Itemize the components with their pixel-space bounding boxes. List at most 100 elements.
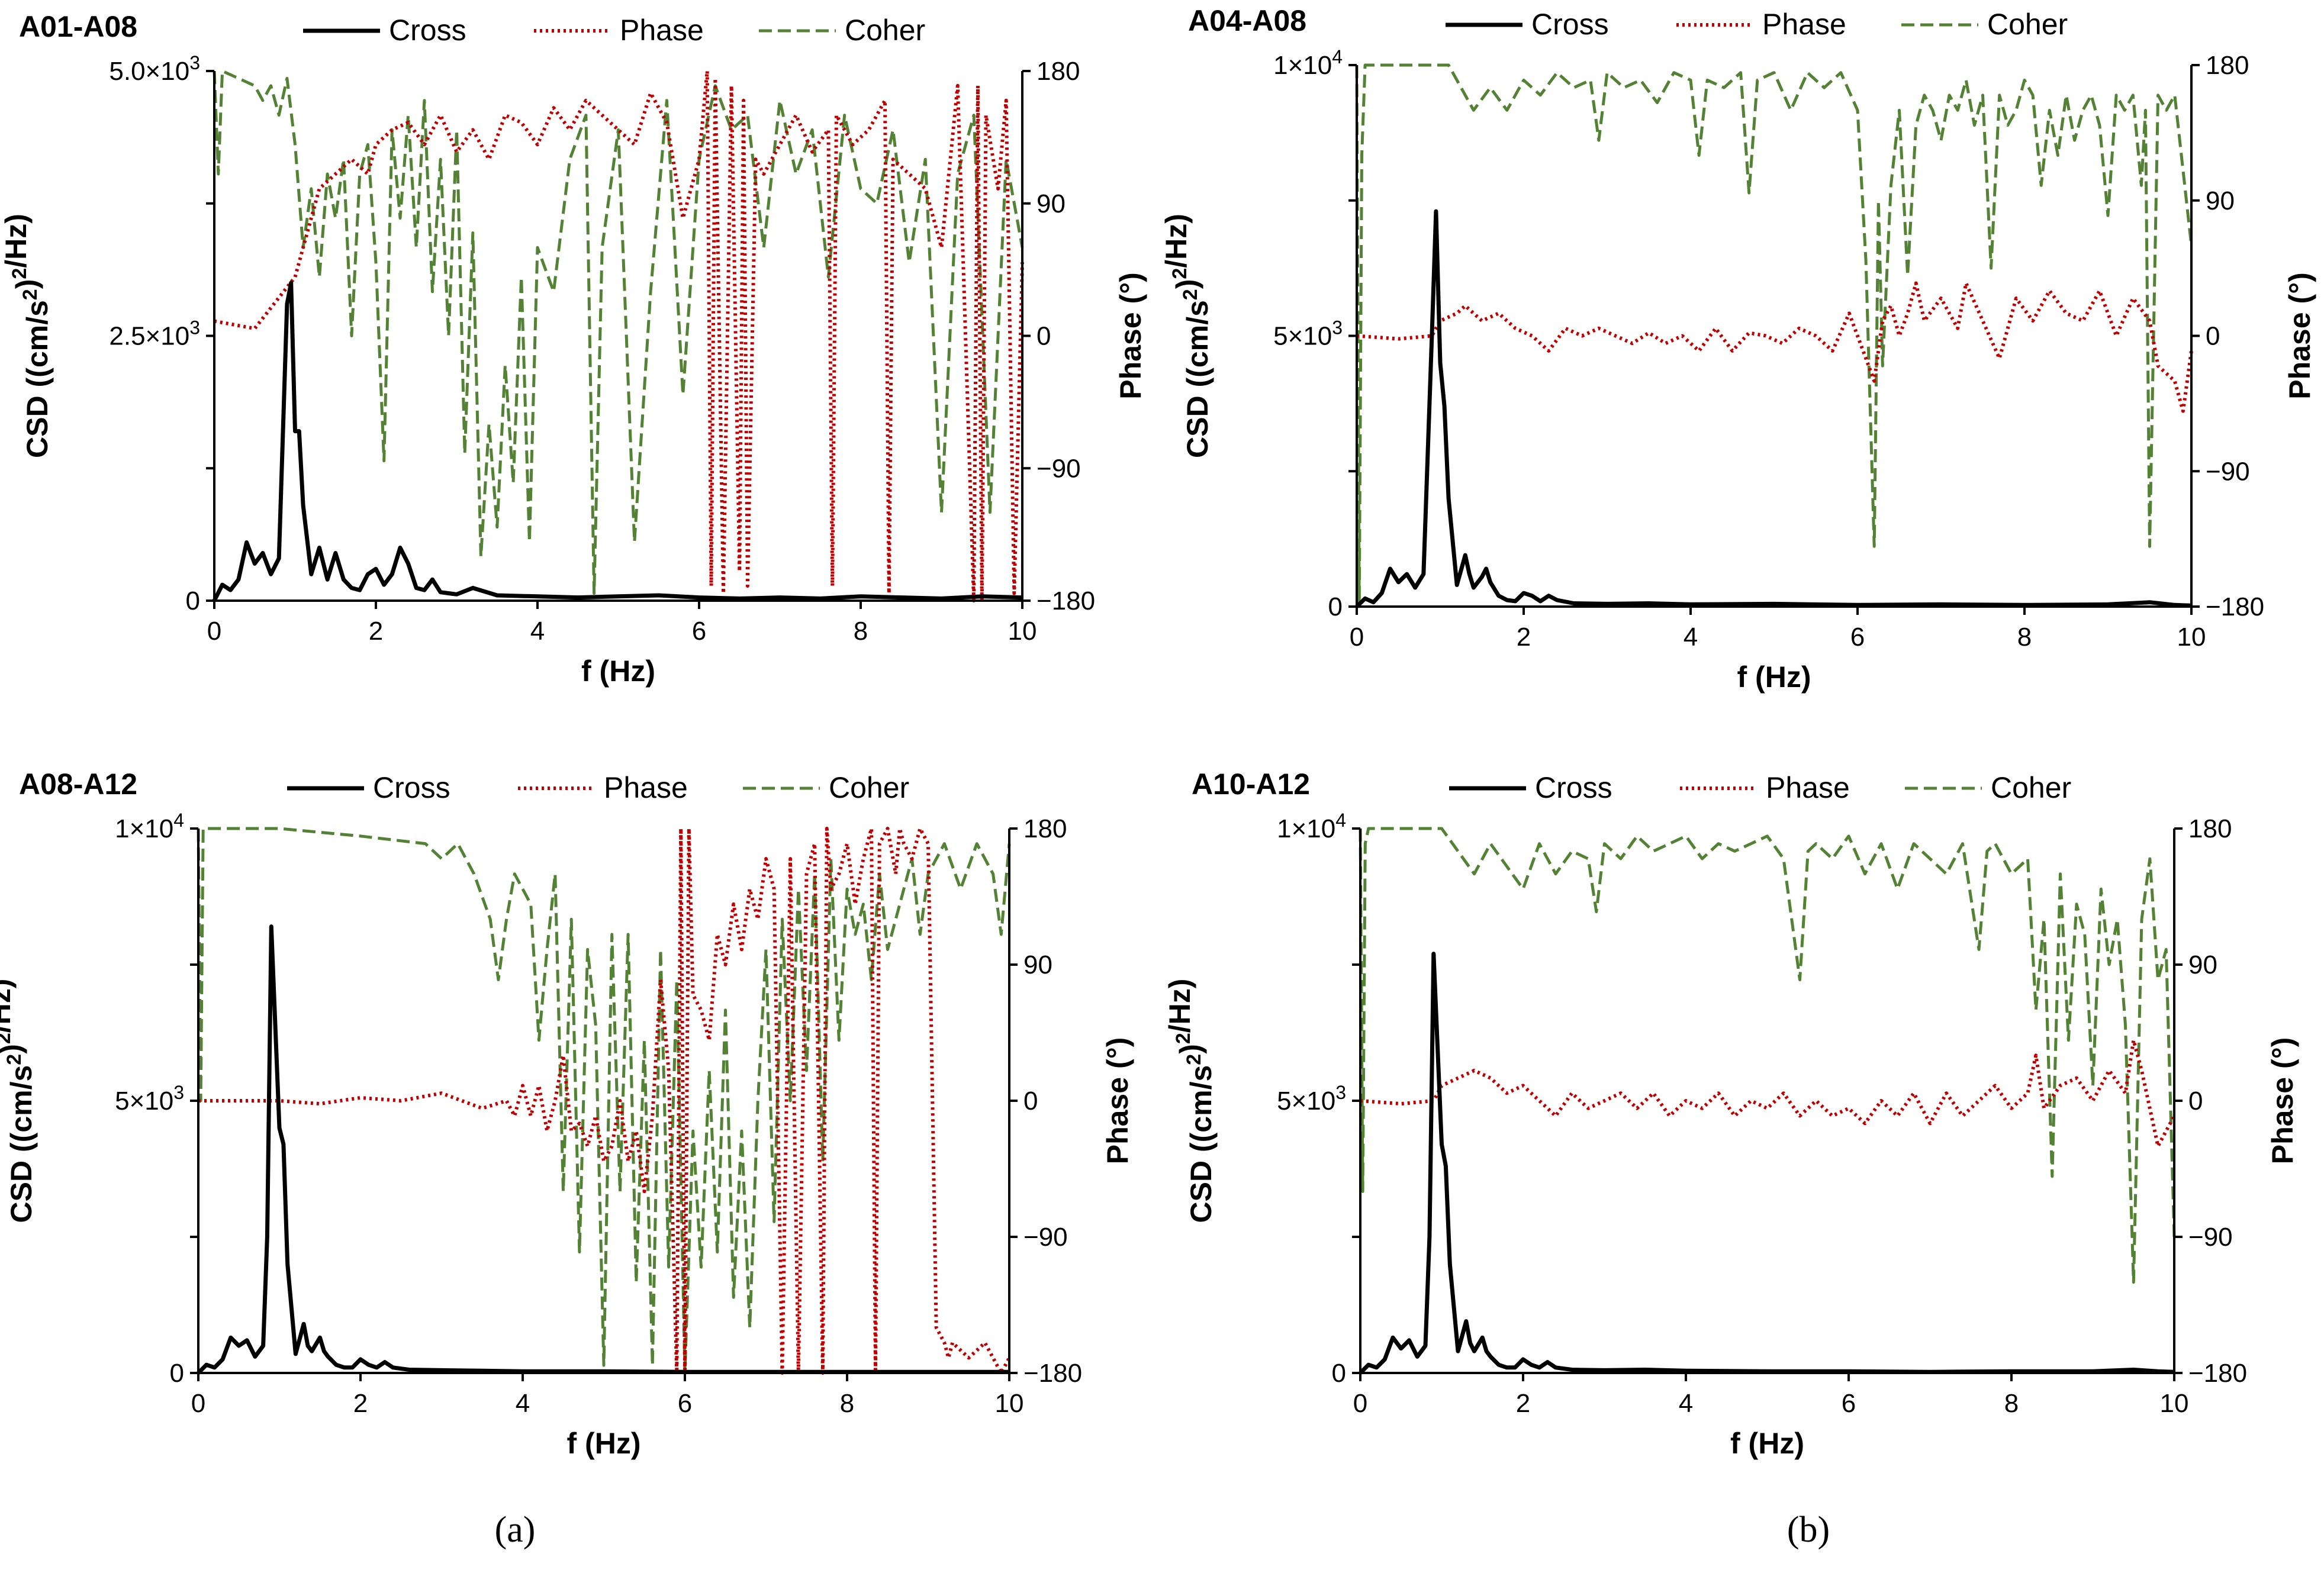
legend-label-phase: Phase bbox=[620, 14, 704, 47]
y-tick-label: 0 bbox=[170, 1359, 184, 1388]
series-cross-line bbox=[197, 924, 1009, 1375]
y2-tick-label: −180 bbox=[2206, 592, 2264, 621]
chart-panel-1: 0 2 4 6 8 10 0 2.5×103 5.0×103 180 90 0 −90 −180 A01-A… bbox=[0, 10, 1147, 688]
series-coher-line bbox=[213, 69, 1024, 595]
legend-label-coher: Coher bbox=[829, 771, 909, 804]
x-tick-label: 4 bbox=[1684, 623, 1698, 652]
y2-tick-label: −180 bbox=[1037, 586, 1095, 615]
series-phase-line bbox=[1360, 1038, 2176, 1148]
y2-tick-label: 90 bbox=[2206, 186, 2235, 215]
y-axis-label: CSD ((cm/s2)2/Hz) bbox=[1163, 979, 1218, 1223]
legend-label-cross: Cross bbox=[389, 14, 466, 47]
y-tick-label: 5×103 bbox=[1273, 317, 1343, 351]
x-tick-label: 6 bbox=[1850, 623, 1865, 652]
y-tick-label: 5×103 bbox=[1277, 1082, 1346, 1116]
y2-tick-label: 180 bbox=[1023, 814, 1067, 843]
y-axis-label: CSD ((cm/s2)2/Hz) bbox=[0, 214, 54, 458]
series-phase-line bbox=[198, 827, 1011, 1375]
legend-label-cross: Cross bbox=[373, 771, 450, 804]
y2-tick-label: 180 bbox=[2206, 51, 2249, 80]
y-tick-label: 0 bbox=[186, 586, 200, 615]
y-tick-label: 2.5×103 bbox=[109, 317, 200, 351]
y2-tick-label: 180 bbox=[2188, 814, 2232, 843]
x-tick-label: 10 bbox=[2177, 623, 2206, 652]
y-tick-label: 1×104 bbox=[1273, 46, 1343, 80]
legend-label-coher: Coher bbox=[1991, 771, 2071, 804]
x-tick-label: 0 bbox=[207, 617, 221, 646]
y2-tick-label: 0 bbox=[2188, 1087, 2203, 1116]
x-tick-label: 4 bbox=[1679, 1389, 1693, 1418]
x-tick-label: 6 bbox=[692, 617, 706, 646]
legend-label-coher: Coher bbox=[845, 14, 925, 47]
caption-a: (a) bbox=[495, 1510, 536, 1550]
series-cross-line bbox=[1359, 952, 2175, 1375]
x-tick-label: 8 bbox=[2017, 623, 2032, 652]
y-tick-label: 5.0×103 bbox=[109, 52, 200, 86]
x-tick-label: 10 bbox=[995, 1389, 1024, 1418]
chart-panel-4: 0 2 4 6 8 10 0 5×103 1×104 180 90 0 −90 −180 A10-A12 f … bbox=[1163, 768, 2299, 1460]
panel-title: A08-A12 bbox=[19, 768, 137, 801]
y-tick-label: 0 bbox=[1332, 1359, 1346, 1388]
caption-b: (b) bbox=[1787, 1510, 1830, 1550]
legend-label-phase: Phase bbox=[1762, 8, 1846, 41]
y2-tick-label: 90 bbox=[1023, 950, 1052, 979]
x-tick-label: 2 bbox=[369, 617, 383, 646]
x-tick-label: 0 bbox=[1350, 623, 1364, 652]
legend: Cross Phase Coher bbox=[1449, 771, 2071, 804]
legend-label-cross: Cross bbox=[1531, 8, 1609, 41]
legend-label-cross: Cross bbox=[1535, 771, 1612, 804]
x-axis-label: f (Hz) bbox=[1730, 1427, 1804, 1460]
chart-panel-3: 0 2 4 6 8 10 0 5×103 1×104 180 90 0 −90 −180 A08-A12 f … bbox=[0, 768, 1134, 1460]
series-phase-line bbox=[1356, 281, 2193, 413]
y2-tick-label: 180 bbox=[1037, 57, 1080, 86]
legend-label-phase: Phase bbox=[1766, 771, 1850, 804]
x-axis-label: f (Hz) bbox=[567, 1427, 641, 1460]
y-tick-label: 5×103 bbox=[115, 1082, 184, 1116]
legend: Cross Phase Coher bbox=[1446, 8, 2068, 41]
y2-tick-label: 0 bbox=[2206, 322, 2220, 351]
x-axis-label: f (Hz) bbox=[581, 655, 655, 688]
x-tick-label: 6 bbox=[678, 1389, 692, 1418]
x-tick-label: 2 bbox=[1516, 1389, 1530, 1418]
y2-axis-label: Phase (°) bbox=[2266, 1037, 2299, 1165]
y-axis-label: CSD ((cm/s2)2/Hz) bbox=[1160, 214, 1214, 458]
x-tick-label: 4 bbox=[530, 617, 545, 646]
x-axis-label: f (Hz) bbox=[1737, 660, 1811, 694]
y2-axis-label: Phase (°) bbox=[1101, 1037, 1134, 1165]
y2-tick-label: −180 bbox=[1023, 1359, 1082, 1388]
panel-title: A04-A08 bbox=[1188, 4, 1306, 37]
series-cross-line bbox=[212, 281, 1023, 602]
y-tick-label: 1×104 bbox=[115, 810, 184, 843]
y2-tick-label: 0 bbox=[1037, 322, 1051, 351]
y2-axis-label: Phase (°) bbox=[1114, 272, 1147, 399]
y2-tick-label: 90 bbox=[1037, 189, 1066, 218]
y2-tick-label: −90 bbox=[2206, 457, 2250, 486]
legend-label-coher: Coher bbox=[1987, 8, 2068, 41]
x-tick-label: 0 bbox=[1353, 1389, 1367, 1418]
x-tick-label: 4 bbox=[516, 1389, 530, 1418]
x-tick-label: 10 bbox=[2160, 1389, 2189, 1418]
legend-label-phase: Phase bbox=[604, 771, 688, 804]
y2-tick-label: −180 bbox=[2188, 1359, 2247, 1388]
series-phase-line bbox=[214, 69, 1024, 602]
y-tick-label: 0 bbox=[1328, 592, 1343, 621]
y-tick-label: 1×104 bbox=[1277, 810, 1346, 843]
y2-tick-label: −90 bbox=[1037, 454, 1081, 483]
panel-title: A01-A08 bbox=[19, 10, 137, 43]
legend: Cross Phase Coher bbox=[287, 771, 909, 804]
panel-title: A10-A12 bbox=[1192, 768, 1310, 801]
y-axis-label: CSD ((cm/s2)2/Hz) bbox=[0, 979, 38, 1223]
series-coher-line bbox=[1355, 63, 2193, 608]
x-tick-label: 8 bbox=[854, 617, 868, 646]
y2-tick-label: −90 bbox=[2188, 1223, 2233, 1252]
x-tick-label: 2 bbox=[1517, 623, 1531, 652]
y2-tick-label: 90 bbox=[2188, 950, 2217, 979]
y2-tick-label: 0 bbox=[1023, 1087, 1038, 1116]
series-coher-line bbox=[197, 827, 1011, 1375]
y2-axis-label: Phase (°) bbox=[2283, 272, 2316, 399]
series-coher-line bbox=[1359, 827, 2176, 1284]
x-tick-label: 8 bbox=[2004, 1389, 2019, 1418]
